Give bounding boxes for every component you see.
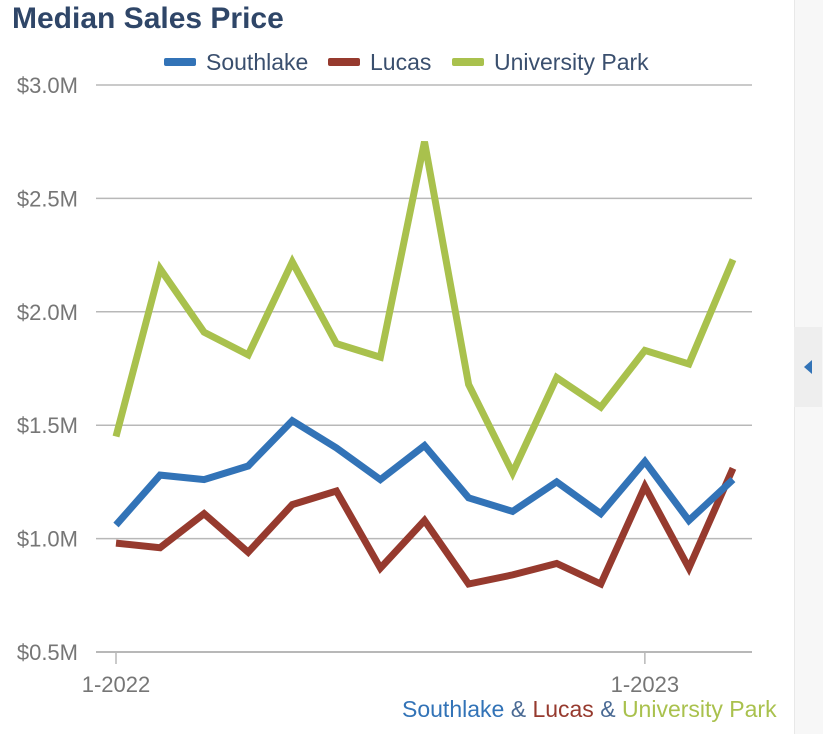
y-tick-label: $0.5M: [17, 640, 78, 665]
grid-lines: [96, 84, 752, 653]
legend-item-lucas[interactable]: Lucas: [328, 46, 431, 78]
y-tick-label: $2.0M: [17, 300, 78, 325]
x-axis: 1-2022 1-2023: [82, 652, 679, 697]
chart-title: Median Sales Price: [12, 2, 284, 35]
y-axis-tick-labels: $0.5M $1.0M $1.5M $2.0M $2.5M $3.0M: [17, 73, 78, 665]
chart-caption: Southlake & Lucas & University Park: [402, 696, 777, 723]
line-chart: $0.5M$1.0M$1.5M$2.0M$2.5M$3.0M 1-2022 1-2…: [17, 73, 752, 697]
chart-legend: Southlake Lucas University Park: [0, 46, 790, 78]
legend-label-southlake: Southlake: [206, 48, 309, 75]
caption-ampersand: &: [593, 696, 622, 722]
y-tick-label: $1.0M: [17, 527, 78, 552]
triangle-left-icon: [804, 360, 812, 374]
collapse-panel-button[interactable]: [794, 327, 822, 407]
legend-swatch-southlake: [164, 58, 196, 66]
series-line-university-park: [112, 140, 737, 481]
legend-item-university-park[interactable]: University Park: [452, 46, 649, 78]
series-line-lucas: [115, 466, 737, 589]
legend-label-university-park: University Park: [494, 48, 649, 75]
x-tick-label: 1-2022: [82, 672, 151, 697]
caption-lucas: Lucas: [532, 696, 594, 722]
series-lines: [112, 140, 737, 589]
caption-ampersand: &: [504, 696, 533, 722]
series-line-southlake: [113, 416, 736, 528]
y-tick-label: $2.5M: [17, 186, 78, 211]
legend-label-lucas: Lucas: [370, 48, 432, 75]
legend-swatch-university-park: [452, 58, 484, 66]
legend-swatch-lucas: [328, 58, 360, 66]
legend-item-southlake[interactable]: Southlake: [164, 46, 308, 78]
x-tick-label: 1-2023: [611, 672, 680, 697]
caption-university-park: University Park: [621, 696, 777, 722]
y-tick-label: $3.0M: [17, 73, 78, 98]
y-tick-label: $1.5M: [17, 413, 78, 438]
caption-southlake: Southlake: [402, 696, 505, 722]
